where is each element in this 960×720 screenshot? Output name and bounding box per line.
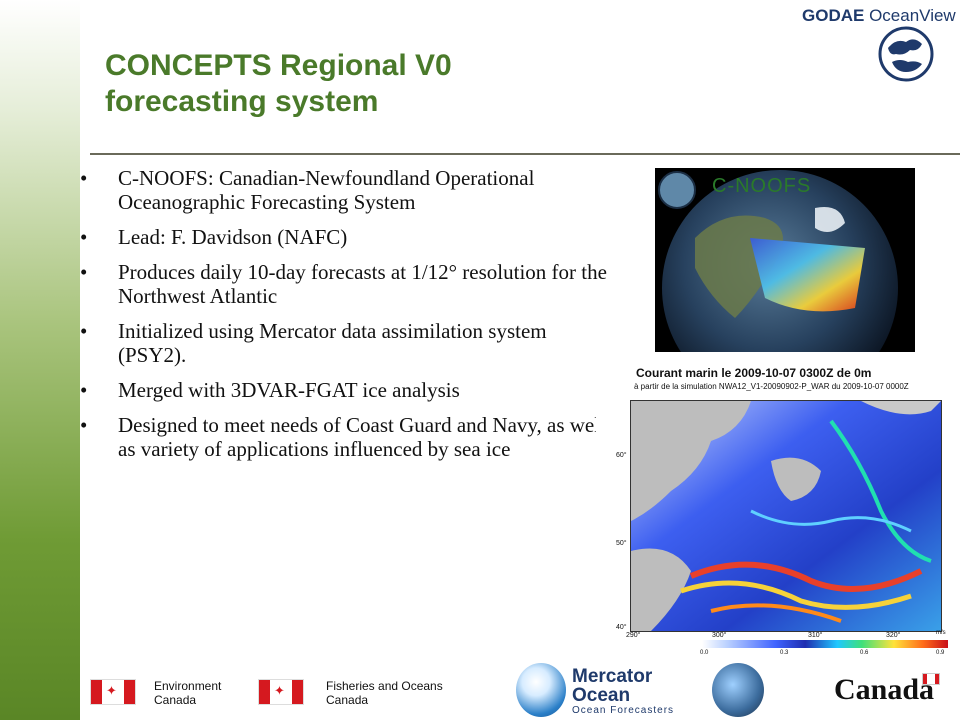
colorbar-tick: 0.0 (700, 650, 709, 656)
cnoofs-label: C-NOOFS (712, 175, 812, 197)
bullet-item: Produces daily 10-day forecasts at 1/12°… (80, 260, 610, 308)
globe-illustration (655, 168, 915, 352)
bullet-item: Lead: F. Davidson (NAFC) (80, 225, 610, 249)
map-title: Courant marin le 2009-10-07 0300Z de 0m (636, 366, 872, 380)
left-gradient-bar (0, 0, 80, 720)
colorbar-unit: m/s (936, 630, 946, 636)
godae-oceanview-logo: GODAE OceanView (802, 4, 956, 84)
lat-tick: 50° (616, 540, 627, 547)
canada-wordmark-flag-icon (922, 673, 940, 685)
dept1-line2: Canada (154, 693, 197, 707)
bullet-item: C-NOOFS: Canadian-Newfoundland Operation… (80, 166, 610, 214)
title-line-2: forecasting system (105, 85, 379, 118)
canada-flag-icon: ✦ (90, 679, 136, 705)
footer-logos: ✦ Environment Canada ✦ Fisheries and Oce… (80, 655, 960, 720)
logo-bold: GODAE (802, 6, 865, 25)
bullet-item: Designed to meet needs of Coast Guard an… (80, 413, 610, 461)
mercator-line2: Ocean (572, 685, 631, 706)
environment-canada-label: Environment Canada (154, 679, 221, 707)
page-title: CONCEPTS Regional V0 forecasting system (105, 48, 625, 120)
title-line-1: CONCEPTS Regional V0 (105, 49, 452, 82)
bullet-item: Initialized using Mercator data assimila… (80, 319, 610, 367)
lon-tick: 290° (626, 632, 641, 639)
globe-logo-icon (878, 26, 934, 82)
lon-tick: 320° (886, 632, 901, 639)
fisheries-oceans-label: Fisheries and Oceans Canada (326, 679, 443, 707)
lon-tick: 300° (712, 632, 727, 639)
bullet-item: Merged with 3DVAR-FGAT ice analysis (80, 378, 610, 402)
colorbar (702, 640, 948, 648)
title-divider (90, 153, 960, 155)
dept2-line1: Fisheries and Oceans (326, 679, 443, 693)
colorbar-tick: 0.9 (936, 650, 945, 656)
colorbar-tick: 0.6 (860, 650, 869, 656)
cnoofs-globe-image: C-NOOFS (655, 168, 915, 352)
lon-tick: 310° (808, 632, 823, 639)
mercator-tagline: Ocean Forecasters (572, 705, 675, 716)
logo-text: GODAE OceanView (802, 6, 956, 26)
current-field (630, 400, 942, 632)
mercator-ocean-icon (516, 663, 566, 717)
ocean-current-map: Courant marin le 2009-10-07 0300Z de 0m … (596, 362, 954, 656)
mercator-ocean-name: Mercator Ocean (572, 667, 652, 705)
logo-light: OceanView (869, 6, 956, 25)
lat-tick: 60° (616, 452, 627, 459)
current-field-graphic (631, 401, 941, 631)
mercator-line1: Mercator (572, 666, 653, 687)
lat-tick: 40° (616, 624, 627, 631)
bullet-list: C-NOOFS: Canadian-Newfoundland Operation… (80, 166, 610, 472)
canada-wordmark: Canada (834, 673, 935, 706)
map-subtitle: à partir de la simulation NWA12_V1-20090… (634, 382, 909, 391)
dept1-line1: Environment (154, 679, 222, 693)
globe-thumbnail-icon (712, 663, 764, 717)
canada-flag-icon: ✦ (258, 679, 304, 705)
colorbar-tick: 0.3 (780, 650, 789, 656)
dept2-line2: Canada (326, 693, 369, 707)
